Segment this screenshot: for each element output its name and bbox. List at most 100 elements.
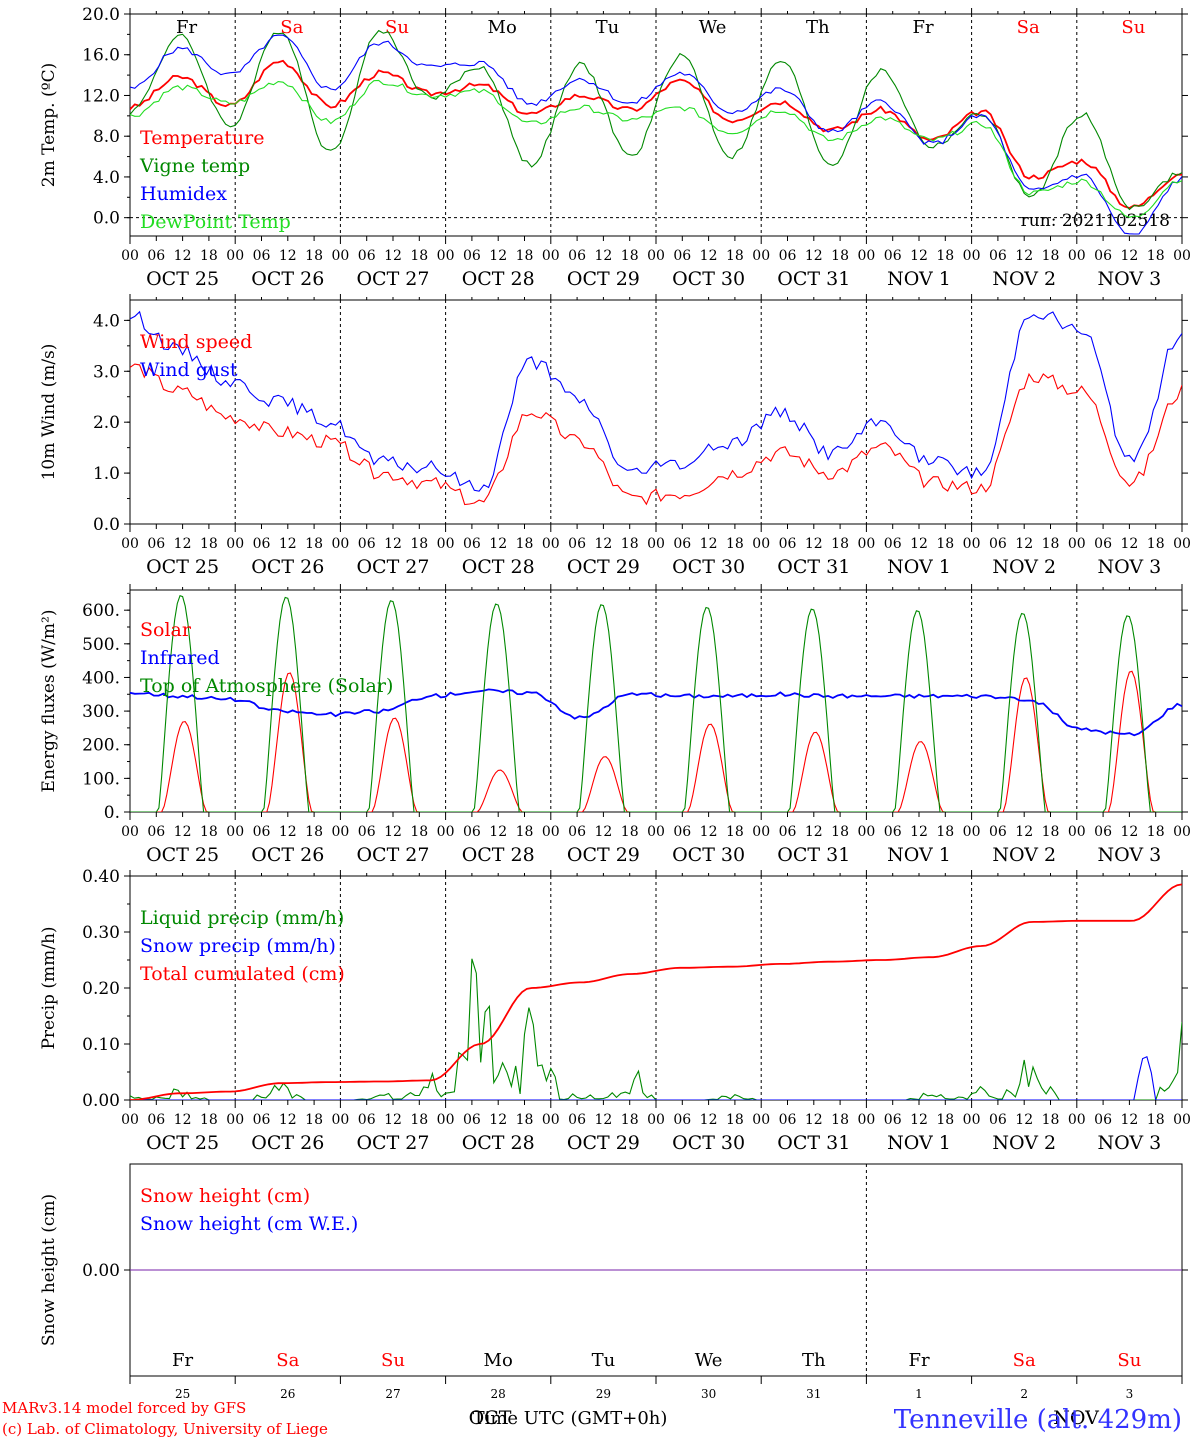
day-name-bottom: We <box>695 1350 723 1371</box>
hour-tick-label: 18 <box>200 824 218 840</box>
hour-tick-label: 06 <box>673 248 691 264</box>
legend-entry: Top of Atmosphere (Solar) <box>140 675 393 697</box>
date-label: NOV 1 <box>887 844 951 866</box>
date-label: OCT 28 <box>462 844 535 866</box>
hour-tick-label: 06 <box>147 536 165 552</box>
hour-tick-label: 18 <box>305 248 323 264</box>
hour-tick-label: 18 <box>410 248 428 264</box>
day-number: 31 <box>806 1387 821 1401</box>
series-group <box>130 310 1182 506</box>
date-label: OCT 30 <box>672 556 745 578</box>
hour-tick-label: 06 <box>147 248 165 264</box>
y-tick-label: 0. <box>104 803 120 823</box>
hour-tick-label: 00 <box>226 1112 244 1128</box>
hour-tick-label: 18 <box>831 248 849 264</box>
hour-tick-label: 12 <box>174 536 192 552</box>
hour-tick-label: 12 <box>700 248 718 264</box>
hour-tick-label: 18 <box>516 824 534 840</box>
hour-tick-label: 18 <box>726 248 744 264</box>
hour-tick-label: 00 <box>857 248 875 264</box>
hour-tick-label: 00 <box>1068 1112 1086 1128</box>
hour-tick-label: 12 <box>594 1112 612 1128</box>
day-number: 3 <box>1126 1387 1134 1401</box>
series-line-infrared <box>130 688 1182 737</box>
hour-tick-label: 18 <box>305 536 323 552</box>
date-label: OCT 26 <box>251 268 324 290</box>
date-label: OCT 26 <box>251 1132 324 1154</box>
hour-tick-label: 00 <box>752 824 770 840</box>
month-label-nov: NOV <box>1053 1407 1099 1429</box>
hour-tick-label: 00 <box>542 248 560 264</box>
hour-tick-label: 18 <box>516 1112 534 1128</box>
date-label: OCT 31 <box>777 556 850 578</box>
y-axis-label: 10m Wind (m/s) <box>39 344 59 481</box>
hour-tick-label: 00 <box>1173 248 1191 264</box>
y-tick-label: 8.0 <box>93 127 120 147</box>
legend-entry: Liquid precip (mm/h) <box>140 907 344 929</box>
y-tick-label: 16.0 <box>82 46 120 66</box>
hour-tick-label: 12 <box>384 536 402 552</box>
hour-tick-label: 12 <box>1015 536 1033 552</box>
hour-tick-label: 06 <box>568 536 586 552</box>
hour-tick-label: 00 <box>331 824 349 840</box>
date-label: NOV 3 <box>1098 268 1162 290</box>
hour-tick-label: 18 <box>1042 824 1060 840</box>
hour-tick-label: 00 <box>331 536 349 552</box>
hour-tick-label: 06 <box>147 1112 165 1128</box>
date-label: OCT 31 <box>777 1132 850 1154</box>
y-tick-label: 2.0 <box>93 413 120 433</box>
date-label: OCT 28 <box>462 268 535 290</box>
day-name-bottom: Su <box>381 1350 405 1371</box>
date-label: OCT 29 <box>567 1132 640 1154</box>
hour-tick-label: 12 <box>489 248 507 264</box>
hour-tick-label: 18 <box>726 536 744 552</box>
hour-tick-label: 18 <box>305 1112 323 1128</box>
hour-tick-label: 18 <box>621 536 639 552</box>
y-tick-label: 0.40 <box>82 867 120 887</box>
hour-tick-label: 18 <box>831 1112 849 1128</box>
legend-entry: Snow precip (mm/h) <box>140 935 336 957</box>
hour-tick-label: 18 <box>936 824 954 840</box>
hour-tick-label: 12 <box>489 536 507 552</box>
date-label: OCT 27 <box>356 556 429 578</box>
hour-tick-label: 06 <box>989 1112 1007 1128</box>
y-tick-label: 20.0 <box>82 5 120 25</box>
y-axis-label: Energy fluxes (W/m²) <box>39 610 59 793</box>
hour-tick-label: 18 <box>200 536 218 552</box>
day-number: 25 <box>175 1387 190 1401</box>
date-label: NOV 3 <box>1098 556 1162 578</box>
hour-tick-label: 06 <box>673 536 691 552</box>
date-label: OCT 31 <box>777 844 850 866</box>
hour-tick-label: 06 <box>253 824 271 840</box>
hour-tick-label: 12 <box>594 248 612 264</box>
legend-entry: Humidex <box>140 183 227 205</box>
date-label: NOV 3 <box>1098 1132 1162 1154</box>
day-number: 1 <box>915 1387 923 1401</box>
hour-tick-label: 00 <box>1068 248 1086 264</box>
hour-tick-label: 18 <box>621 248 639 264</box>
hour-tick-label: 06 <box>463 824 481 840</box>
date-label: OCT 29 <box>567 844 640 866</box>
hour-tick-label: 18 <box>1147 248 1165 264</box>
hour-tick-label: 00 <box>121 248 139 264</box>
series-line-top-of-atmosphere-solar <box>130 595 1182 812</box>
day-name-bottom: Mo <box>484 1350 513 1371</box>
hour-tick-label: 18 <box>831 824 849 840</box>
date-label: OCT 26 <box>251 844 324 866</box>
hour-tick-label: 18 <box>1042 536 1060 552</box>
day-name-bottom: Th <box>802 1350 826 1371</box>
hour-tick-label: 12 <box>174 248 192 264</box>
legend-entry: Solar <box>140 619 192 641</box>
series-line-dewpoint-temp <box>130 79 1182 218</box>
series-line-humidex <box>130 34 1182 235</box>
day-name-bottom: Fr <box>172 1350 193 1371</box>
hour-tick-label: 06 <box>568 824 586 840</box>
hour-tick-label: 18 <box>200 1112 218 1128</box>
hour-tick-label: 00 <box>437 1112 455 1128</box>
hour-tick-label: 06 <box>147 824 165 840</box>
y-tick-label: 0.0 <box>93 209 120 229</box>
hour-tick-label: 06 <box>1094 248 1112 264</box>
panel-3: 600. 500. 400. 300. 200. 100. 0. Energy fluxes … <box>39 584 1191 866</box>
hour-tick-label: 06 <box>989 536 1007 552</box>
hour-tick-label: 12 <box>384 248 402 264</box>
